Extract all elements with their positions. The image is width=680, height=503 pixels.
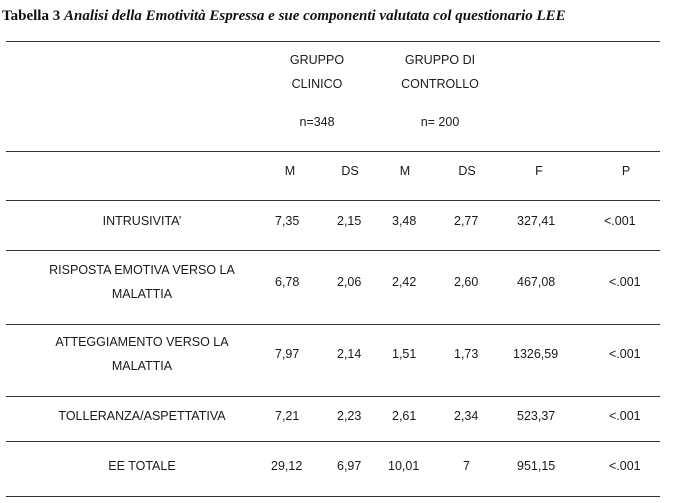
cell-f: 467,08	[517, 275, 556, 289]
cell-p: <.001	[609, 459, 641, 473]
caption-title: Analisi della Emotività Espressa e sue c…	[63, 8, 566, 24]
row-label-line: RISPOSTA EMOTIVA VERSO LA	[49, 263, 235, 277]
row-divider	[6, 396, 660, 397]
column-header-m-clinical: M	[284, 164, 296, 178]
group-control-line2: CONTROLLO	[401, 77, 479, 91]
column-header-rule	[6, 200, 660, 201]
row-label-intrusivita: INTRUSIVITA’	[10, 209, 274, 233]
cell-m-clinical: 29,12	[271, 459, 303, 473]
row-divider	[6, 324, 660, 325]
cell-ds-clinical: 6,97	[337, 459, 362, 473]
cell-p: <.001	[609, 409, 641, 423]
cell-p: <.001	[609, 275, 641, 289]
column-header-m-control: M	[399, 164, 411, 178]
column-header-ds-clinical: DS	[341, 164, 359, 178]
cell-p: <.001	[609, 347, 641, 361]
row-label-atteggiamento: ATTEGGIAMENTO VERSO LA MALATTIA	[10, 330, 274, 378]
cell-f: 1326,59	[513, 347, 559, 361]
cell-m-control: 2,61	[392, 409, 417, 423]
column-header-p: P	[621, 164, 631, 178]
group-clinical-line1: GRUPPO	[289, 53, 345, 67]
row-divider	[6, 250, 660, 251]
row-label-line: INTRUSIVITA’	[102, 214, 182, 228]
row-label-line: ATTEGGIAMENTO VERSO LA	[55, 335, 229, 349]
cell-m-control: 3,48	[392, 214, 417, 228]
group-control-header: GRUPPO DI CONTROLLO	[378, 48, 502, 96]
cell-f: 523,37	[517, 409, 556, 423]
cell-m-clinical: 7,97	[275, 347, 300, 361]
row-label-ee-totale: EE TOTALE	[10, 454, 274, 478]
table-bottom-rule	[6, 496, 660, 497]
cell-m-control: 1,51	[392, 347, 417, 361]
cell-m-clinical: 6,78	[275, 275, 300, 289]
caption-label: Tabella 3	[2, 8, 61, 24]
cell-ds-control: 1,73	[454, 347, 479, 361]
row-label-line: MALATTIA	[111, 287, 173, 301]
cell-m-clinical: 7,35	[275, 214, 300, 228]
cell-p: <.001	[604, 214, 636, 228]
cell-ds-clinical: 2,06	[337, 275, 362, 289]
cell-ds-control: 2,77	[454, 214, 479, 228]
column-header-f: F	[535, 164, 543, 178]
cell-ds-clinical: 2,23	[337, 409, 362, 423]
row-label-line: MALATTIA	[111, 359, 173, 373]
cell-m-control: 2,42	[392, 275, 417, 289]
cell-f: 327,41	[517, 214, 556, 228]
row-divider	[6, 441, 660, 442]
cell-ds-clinical: 2,15	[337, 214, 362, 228]
group-control-n: n= 200	[420, 115, 460, 129]
cell-ds-control: 2,60	[454, 275, 479, 289]
group-header-rule	[6, 151, 660, 152]
table-caption: Tabella 3 Analisi della Emotività Espres…	[2, 8, 566, 25]
group-clinical-n: n=348	[299, 115, 335, 129]
cell-m-control: 10,01	[388, 459, 420, 473]
cell-f: 951,15	[517, 459, 556, 473]
group-control-line1: GRUPPO DI	[404, 53, 476, 67]
row-label-tolleranza: TOLLERANZA/ASPETTATIVA	[10, 404, 274, 428]
row-label-line: EE TOTALE	[108, 459, 176, 473]
cell-ds-control: 7	[463, 459, 470, 473]
column-header-ds-control: DS	[458, 164, 476, 178]
cell-ds-clinical: 2,14	[337, 347, 362, 361]
table-top-rule	[6, 41, 660, 42]
cell-ds-control: 2,34	[454, 409, 479, 423]
cell-m-clinical: 7,21	[275, 409, 300, 423]
group-clinical-line2: CLINICO	[291, 77, 343, 91]
group-clinical-header: GRUPPO CLINICO	[262, 48, 372, 96]
row-label-line: TOLLERANZA/ASPETTATIVA	[58, 409, 226, 423]
row-label-risposta-emotiva: RISPOSTA EMOTIVA VERSO LA MALATTIA	[10, 258, 274, 306]
